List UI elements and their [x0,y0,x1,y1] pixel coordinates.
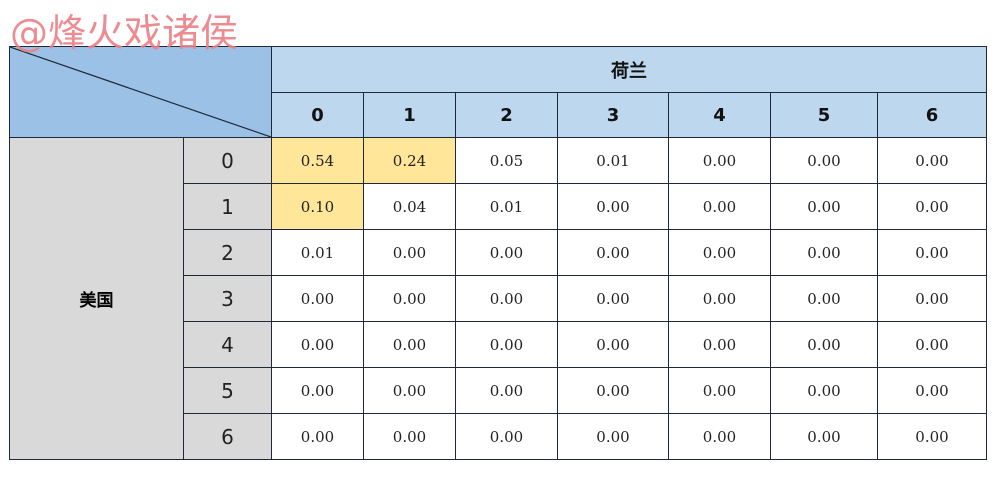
table-cell: 0.00 [770,321,878,368]
table-cell: 0.00 [770,367,878,414]
table-row: 1 0.10 0.04 0.01 0.00 0.00 0.00 0.00 [10,183,987,230]
table-cell: 0.00 [877,183,987,230]
column-header: 3 [557,92,669,138]
table-row: 美国 0 0.54 0.24 0.05 0.01 0.00 0.00 0.00 [9,137,987,460]
table-cell: 0.00 [455,275,558,322]
table-cell: 0.00 [271,275,364,322]
table-row: 6 0.00 0.00 0.00 0.00 0.00 0.00 0.00 [10,413,987,460]
column-header: 2 [455,92,558,138]
table-cell: 0.00 [455,367,558,414]
table-cell: 0.00 [557,275,669,322]
table-cell: 0.00 [668,137,771,184]
table-cell: 0.54 [271,137,364,184]
table-cell: 0.00 [271,321,364,368]
column-group-header: 荷兰 [271,46,987,93]
table-cell: 0.00 [271,413,364,460]
row-header: 5 [183,367,272,414]
table-cell: 0.00 [770,413,878,460]
row-header: 4 [183,321,272,368]
table-cell: 0.00 [770,275,878,322]
column-header: 0 [271,92,364,138]
table-cell: 0.00 [770,137,878,184]
table-cell: 0.01 [271,229,364,276]
table-cell: 0.00 [455,413,558,460]
table-cell: 0.04 [363,183,456,230]
table-cell: 0.00 [455,321,558,368]
table-cell: 0.01 [455,183,558,230]
table-row: 3 0.00 0.00 0.00 0.00 0.00 0.00 0.00 [10,275,987,322]
table-cell: 0.00 [877,413,987,460]
table-cell: 0.00 [877,229,987,276]
table-cell: 0.00 [271,367,364,414]
table-cell: 0.00 [668,321,771,368]
column-header: 6 [877,92,987,138]
table-cell: 0.00 [455,229,558,276]
table-cell: 0.00 [363,321,456,368]
table-cell: 0.00 [668,367,771,414]
column-header: 5 [770,92,878,138]
watermark: @烽火戏诸侯 [10,11,239,55]
table-cell: 0.00 [877,137,987,184]
table-cell: 0.05 [455,137,558,184]
table-cell: 0.00 [877,275,987,322]
table-cell: 0.01 [557,137,669,184]
table-cell: 0.00 [668,275,771,322]
table-cell: 0.00 [770,183,878,230]
table-cell: 0.00 [363,229,456,276]
table-cell: 0.00 [770,229,878,276]
table-row: 5 0.00 0.00 0.00 0.00 0.00 0.00 0.00 [10,367,987,414]
table-cell: 0.24 [363,137,456,184]
table-cell: 0.00 [363,367,456,414]
row-header: 1 [183,183,272,230]
row-group-header: 美国 [9,137,184,460]
column-header: 4 [668,92,771,138]
table-cell: 0.00 [557,183,669,230]
table-row: 2 0.01 0.00 0.00 0.00 0.00 0.00 0.00 [10,229,987,276]
row-header: 6 [183,413,272,460]
table-row: 4 0.00 0.00 0.00 0.00 0.00 0.00 0.00 [10,321,987,368]
table-cell: 0.00 [557,413,669,460]
table-cell: 0.00 [668,413,771,460]
table-cell: 0.00 [668,229,771,276]
table-cell: 0.00 [557,229,669,276]
table-cell: 0.10 [271,183,364,230]
row-header: 0 [183,137,272,184]
table-cell: 0.00 [363,413,456,460]
table-cell: 0.00 [877,367,987,414]
table-cell: 0.00 [668,183,771,230]
table-cell: 0.00 [877,321,987,368]
table-cell: 0.00 [363,275,456,322]
table-cell: 0.00 [557,367,669,414]
row-header: 2 [183,229,272,276]
column-header: 1 [363,92,456,138]
corner-cell [9,46,272,138]
table-cell: 0.00 [557,321,669,368]
row-header: 3 [183,275,272,322]
